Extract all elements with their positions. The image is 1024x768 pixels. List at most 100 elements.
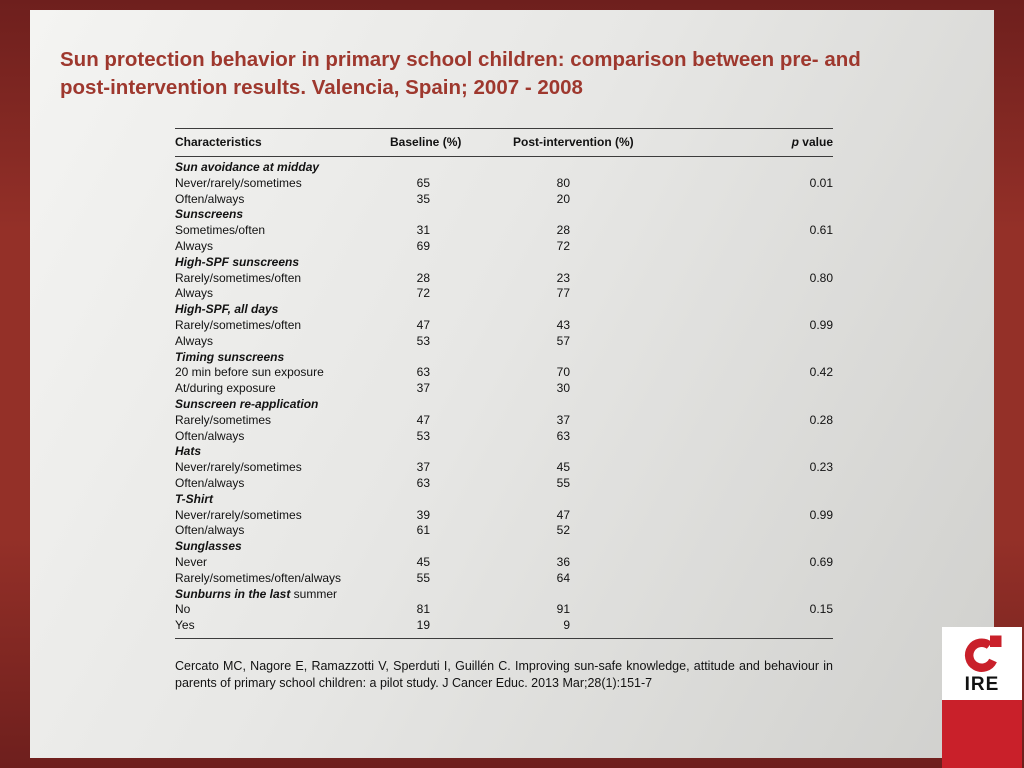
ire-logo-icon — [964, 635, 1002, 672]
row-label: Never/rarely/sometimes — [175, 507, 302, 522]
section-label: Hats — [175, 444, 202, 459]
table-section-row: Hats — [175, 444, 833, 460]
post-intervention-value: 23 — [556, 270, 570, 285]
table-data-row: At/during exposure 37 30 — [175, 381, 833, 397]
table-data-row: Often/always 53 63 — [175, 429, 833, 445]
post-intervention-value: 77 — [556, 286, 570, 301]
baseline-value: 61 — [416, 523, 430, 538]
ire-logo: IRE — [942, 627, 1022, 768]
baseline-value: 53 — [416, 333, 430, 348]
row-label: Yes — [175, 618, 195, 633]
baseline-value: 47 — [416, 317, 430, 332]
post-intervention-value: 64 — [556, 570, 570, 585]
post-intervention-value: 70 — [556, 365, 570, 380]
table-section-row: Timing sunscreens — [175, 350, 833, 366]
table-data-row: Often/always 35 20 — [175, 192, 833, 208]
p-value: 0.28 — [809, 412, 833, 427]
p-value: 0.99 — [809, 507, 833, 522]
baseline-value: 72 — [416, 286, 430, 301]
table-data-row: No 81 91 0.15 — [175, 602, 833, 618]
column-header-baseline: Baseline (%) — [390, 135, 462, 149]
table-section-row: Sunglasses — [175, 539, 833, 555]
section-label: Timing sunscreens — [175, 349, 285, 364]
post-intervention-value: 55 — [556, 475, 570, 490]
table-section-row: Sunscreen re-application — [175, 397, 833, 413]
table-data-row: Always 69 72 — [175, 239, 833, 255]
table-data-row: 20 min before sun exposure 63 70 0.42 — [175, 365, 833, 381]
p-value: 0.99 — [809, 317, 833, 332]
row-label: Often/always — [175, 191, 245, 206]
column-header-p-value: p value — [693, 135, 833, 149]
table-data-row: Never/rarely/sometimes 39 47 0.99 — [175, 508, 833, 524]
row-label: No — [175, 602, 191, 617]
baseline-value: 39 — [416, 507, 430, 522]
post-intervention-value: 9 — [563, 618, 570, 633]
row-label: Never/rarely/sometimes — [175, 460, 302, 475]
table-rule-top — [175, 128, 833, 129]
baseline-value: 63 — [416, 475, 430, 490]
post-intervention-value: 52 — [556, 523, 570, 538]
section-label: Sunscreens — [175, 207, 244, 222]
row-label: Rarely/sometimes/often — [175, 317, 302, 332]
baseline-value: 47 — [416, 412, 430, 427]
section-label: Sunscreen re-application — [175, 396, 319, 411]
section-label: Sunburns in the last summer — [175, 586, 338, 601]
post-intervention-value: 63 — [556, 428, 570, 443]
section-label: Sunglasses — [175, 539, 242, 554]
post-intervention-value: 57 — [556, 333, 570, 348]
table-data-row: Often/always 63 55 — [175, 476, 833, 492]
baseline-value: 65 — [416, 175, 430, 190]
row-label: Rarely/sometimes — [175, 412, 272, 427]
p-value: 0.69 — [809, 554, 833, 569]
p-value: 0.15 — [809, 602, 833, 617]
column-header-characteristics: Characteristics — [175, 135, 262, 149]
row-label: Often/always — [175, 523, 245, 538]
post-intervention-value: 36 — [556, 554, 570, 569]
table-rule-under-header — [175, 156, 833, 157]
table-data-row: Often/always 61 52 — [175, 523, 833, 539]
table-data-row: Rarely/sometimes 47 37 0.28 — [175, 413, 833, 429]
baseline-value: 19 — [416, 618, 430, 633]
table-data-row: Rarely/sometimes/often/always 55 64 — [175, 571, 833, 587]
table-data-row: Always 72 77 — [175, 286, 833, 302]
row-label: Rarely/sometimes/often/always — [175, 570, 342, 585]
table-section-row: T-Shirt — [175, 492, 833, 508]
row-label: At/during exposure — [175, 381, 276, 396]
table-section-row: Sun avoidance at midday — [175, 160, 833, 176]
row-label: Always — [175, 286, 214, 301]
ire-logo-red-block — [942, 700, 1022, 768]
table-section-row: High-SPF sunscreens — [175, 255, 833, 271]
table-data-row: Never/rarely/sometimes 65 80 0.01 — [175, 176, 833, 192]
post-intervention-value: 45 — [556, 460, 570, 475]
post-intervention-value: 30 — [556, 381, 570, 396]
table-data-row: Never/rarely/sometimes 37 45 0.23 — [175, 460, 833, 476]
table-rule-bottom — [175, 637, 833, 639]
baseline-value: 37 — [416, 460, 430, 475]
post-intervention-value: 91 — [556, 602, 570, 617]
section-label: T-Shirt — [175, 491, 213, 506]
citation-text: Cercato MC, Nagore E, Ramazzotti V, Sper… — [175, 659, 833, 690]
baseline-value: 35 — [416, 191, 430, 206]
table-data-row: Always 53 57 — [175, 334, 833, 350]
baseline-value: 37 — [416, 381, 430, 396]
table-data-row: Yes 19 9 — [175, 618, 833, 634]
p-value: 0.23 — [809, 460, 833, 475]
section-label-suffix: summer — [290, 586, 338, 601]
post-intervention-value: 20 — [556, 191, 570, 206]
p-value-rest: value — [798, 135, 833, 149]
post-intervention-value: 43 — [556, 317, 570, 332]
table-data-row: Sometimes/often 31 28 0.61 — [175, 223, 833, 239]
row-label: Never/rarely/sometimes — [175, 175, 302, 190]
table-section-row: Sunburns in the last summer — [175, 587, 833, 603]
p-value: 0.80 — [809, 270, 833, 285]
results-table: Characteristics Baseline (%) Post-interv… — [175, 128, 833, 639]
section-label: High-SPF, all days — [175, 302, 279, 317]
table-body: Sun avoidance at midday Never/rarely/some… — [175, 157, 833, 638]
section-label: Sun avoidance at midday — [175, 160, 320, 174]
p-value: 0.01 — [809, 175, 833, 190]
post-intervention-value: 47 — [556, 507, 570, 522]
row-label: Often/always — [175, 475, 245, 490]
baseline-value: 45 — [416, 554, 430, 569]
p-value-italic-p: p — [791, 135, 799, 149]
